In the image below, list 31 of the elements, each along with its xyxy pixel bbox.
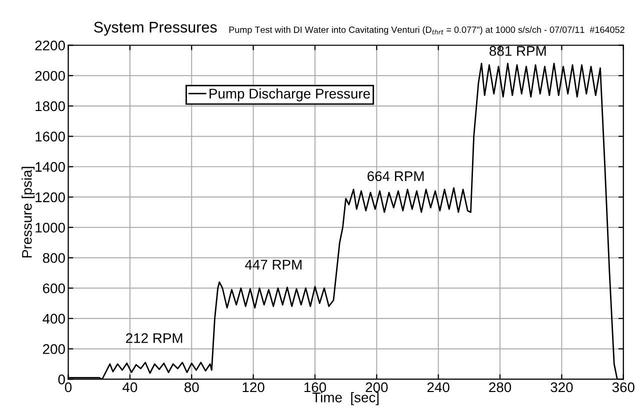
annotation: 447 RPM xyxy=(245,260,302,270)
annotation: 212 RPM xyxy=(126,333,182,343)
chart-title: System Pressures xyxy=(94,22,217,36)
x-axis-title: Time [sec] xyxy=(312,392,379,406)
y-tick-label: 800 xyxy=(42,253,65,263)
x-tick-label: 280 xyxy=(489,382,512,392)
y-tick-label: 1400 xyxy=(36,162,65,172)
y-tick-label: 2000 xyxy=(35,70,65,81)
y-tick-label: 1800 xyxy=(36,101,65,112)
x-tick-label: 120 xyxy=(242,382,264,392)
x-tick-label: 0 xyxy=(64,382,72,392)
x-tick-label: 80 xyxy=(184,382,199,392)
y-tick-label: 400 xyxy=(42,314,65,324)
y-tick-label: 0 xyxy=(58,374,65,384)
x-tick-label: 160 xyxy=(304,382,326,392)
chart-subtitle: Pump Test with DI Water into Cavitating Venturi (D$_{thrt}$ = 0.077") at 1000 s/s/ch - 07/07/11 #164052 xyxy=(229,26,624,35)
x-tick-label: 360 xyxy=(612,382,634,392)
x-tick-label: 200 xyxy=(366,382,388,392)
x-tick-label: 240 xyxy=(427,382,450,392)
x-tick-label: 40 xyxy=(122,382,138,392)
y-tick-label: 1200 xyxy=(36,192,65,202)
y-tick-label: 600 xyxy=(43,283,65,294)
y-tick-label: 1600 xyxy=(36,132,65,142)
x-tick-label: 320 xyxy=(550,382,573,392)
y-tick-label: 200 xyxy=(43,344,65,354)
legend-label: Pump Discharge Pressure xyxy=(210,88,370,102)
y-tick-label: 1000 xyxy=(36,222,65,233)
y-axis-title: Pressure [psia] xyxy=(22,166,35,258)
annotation: 664 RPM xyxy=(368,171,424,182)
annotation: 881 RPM xyxy=(490,46,546,56)
y-tick-label: 2200 xyxy=(35,40,65,50)
